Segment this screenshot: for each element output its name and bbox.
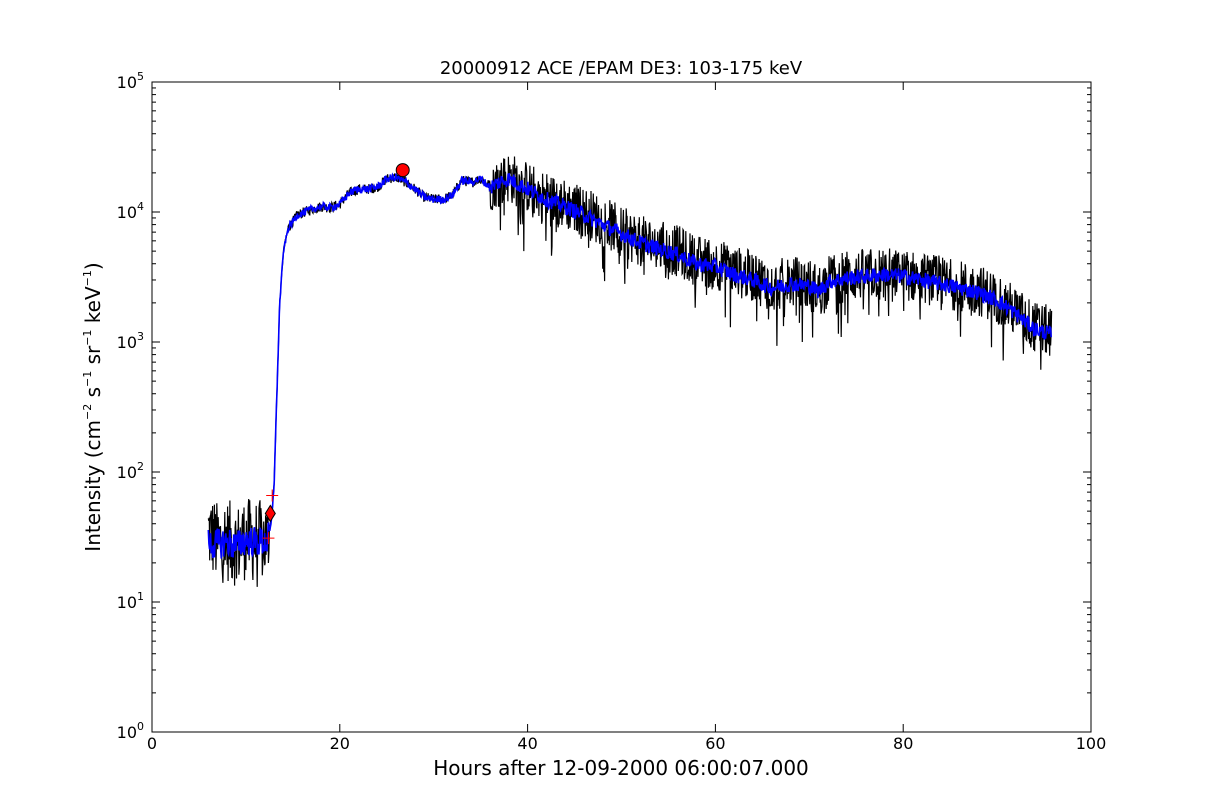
peak-marker: [395, 163, 410, 178]
ylabel-mid2: sr: [81, 345, 105, 371]
ylabel-exp2: −1: [81, 371, 94, 387]
ylabel-prefix: Intensity (cm: [81, 420, 105, 552]
y-tick-label: 102: [117, 460, 144, 482]
x-tick-label: 20: [330, 734, 350, 753]
onset-range-marker: [266, 489, 279, 502]
x-tick-label: 40: [517, 734, 537, 753]
chart-title: 20000912 ACE /EPAM DE3: 103-175 keV: [440, 58, 803, 79]
svg-text:Intensity (cm−2 s−1 sr−1 keV−1: Intensity (cm−2 s−1 sr−1 keV−1): [81, 262, 105, 551]
y-tick-label: 105: [117, 70, 144, 92]
ylabel-mid1: s: [81, 387, 105, 404]
series-layer: [207, 156, 1053, 587]
ylabel-exp1: −2: [81, 404, 94, 420]
smoothed-data-line: [207, 172, 1052, 559]
plot-area: [207, 156, 1053, 587]
x-axis-label: Hours after 12-09-2000 06:00:07.000: [433, 756, 809, 780]
x-tick-label: 100: [1076, 734, 1107, 753]
onset-marker: [264, 504, 276, 523]
y-tick-label: 104: [117, 200, 144, 222]
x-tick-label: 80: [893, 734, 913, 753]
marker-layer: [262, 163, 410, 545]
y-axis: 100 101 102 103 104 105: [117, 70, 1091, 742]
x-tick-label: 0: [147, 734, 157, 753]
x-tick-label: 60: [705, 734, 725, 753]
y-tick-label: 100: [117, 720, 144, 742]
y-tick-label: 103: [117, 330, 144, 352]
y-tick-label: 101: [117, 590, 144, 612]
ylabel-exp3: −1: [81, 330, 94, 346]
ylabel-exp4: −1: [81, 270, 94, 286]
x-axis: 0 20 40 60 80 100: [147, 82, 1106, 753]
ylabel-suffix: ): [81, 262, 105, 270]
y-axis-label: Intensity (cm−2 s−1 sr−1 keV−1): [81, 262, 105, 551]
ylabel-mid3: keV: [81, 286, 105, 330]
axes-frame: [151, 81, 1092, 733]
onset-range-marker: [262, 532, 275, 545]
